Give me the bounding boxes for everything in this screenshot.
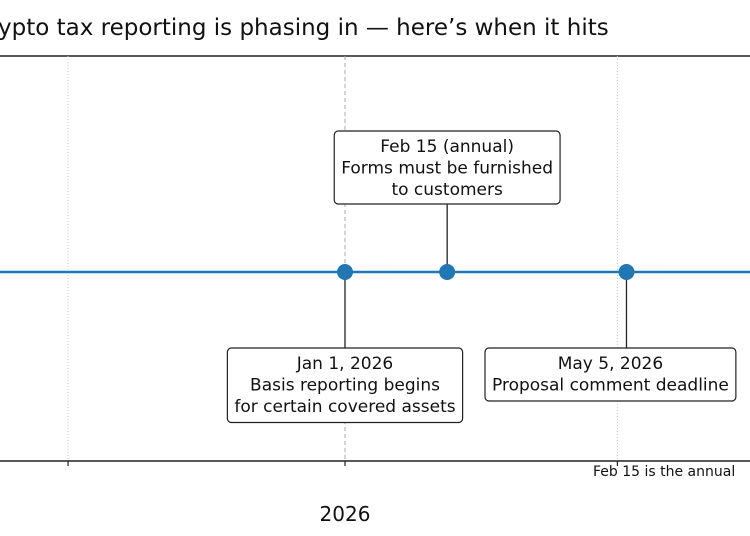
event-label-line: Jan 1, 2026 (296, 354, 394, 374)
event-label-line: Basis reporting begins (250, 376, 440, 396)
chart-title: ypto tax reporting is phasing in — here’… (0, 15, 609, 41)
x-tick-label: 2026 (320, 502, 371, 526)
event-marker (618, 264, 635, 280)
event-label-box (484, 347, 737, 402)
event-label-line: Forms must be furnished (341, 159, 553, 179)
event-label-box (226, 347, 464, 424)
event-label-line: Proposal comment deadline (492, 376, 729, 396)
event-label-line: Feb 15 (annual) (380, 137, 514, 157)
event-label-line: for certain covered assets (234, 397, 455, 417)
event-label-line: May 5, 2026 (558, 354, 663, 374)
event-label-box (333, 130, 561, 205)
event-marker (439, 264, 456, 280)
event-label-line: to customers (391, 180, 503, 200)
event: Feb 15 (annual)Forms must be furnishedto… (333, 130, 561, 280)
event-marker (337, 264, 353, 280)
footnote: Feb 15 is the annual (593, 464, 735, 480)
